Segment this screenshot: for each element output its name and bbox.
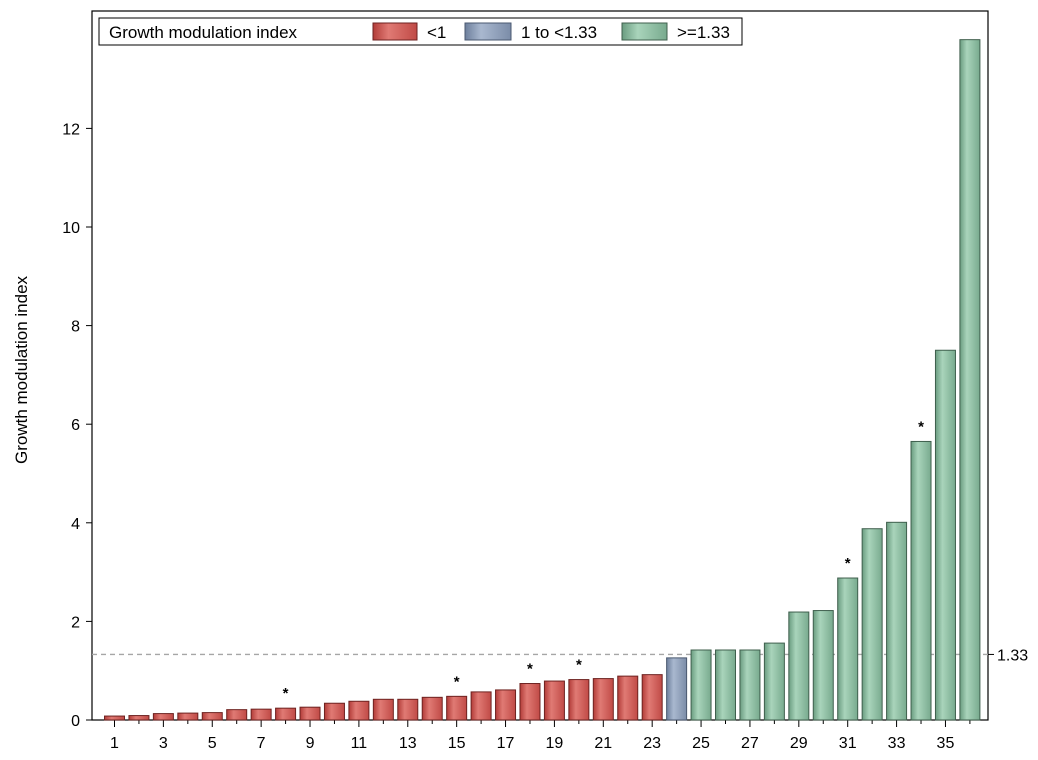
y-tick-label: 8 <box>71 319 80 336</box>
bar-30 <box>812 610 834 721</box>
bar-35 <box>934 349 956 721</box>
x-tick-label: 31 <box>839 735 857 752</box>
legend-entry-label: <1 <box>427 23 446 42</box>
bar-25 <box>690 649 712 721</box>
bar-9 <box>299 706 321 721</box>
y-axis: 0 2 4 6 8 10 12 <box>62 121 92 730</box>
bar-23 <box>641 674 663 721</box>
x-tick-label: 5 <box>208 735 217 752</box>
x-tick-label: 13 <box>399 735 417 752</box>
x-axis: 1 3 5 7 9 11 13 15 17 19 21 23 25 27 29 31 33 35 <box>110 720 971 752</box>
y-tick-label: 6 <box>71 417 80 434</box>
bar-28 <box>763 642 785 721</box>
bar-6 <box>226 709 248 721</box>
star-marker: * <box>918 418 924 435</box>
legend-swatch <box>621 22 668 41</box>
x-tick-label: 17 <box>497 735 515 752</box>
bars <box>104 39 981 721</box>
reference-line: 1.33 <box>92 647 1028 664</box>
bar-16 <box>470 691 492 721</box>
bar-3 <box>152 713 174 721</box>
y-axis-title: Growth modulation index <box>12 275 31 464</box>
star-marker: * <box>845 555 851 572</box>
bar-27 <box>739 649 761 721</box>
bar-11 <box>348 700 370 721</box>
legend: Growth modulation index <1 1 to <1.33 >=1.3… <box>98 17 743 46</box>
bar-29 <box>788 611 810 721</box>
bar-33 <box>886 521 908 721</box>
bar-21 <box>592 678 614 721</box>
x-tick-label: 7 <box>257 735 266 752</box>
bar-15 <box>446 695 468 721</box>
bar-18 <box>519 683 541 721</box>
bar-17 <box>495 689 517 721</box>
bar-20 <box>568 679 590 721</box>
x-tick-label: 15 <box>448 735 466 752</box>
x-tick-label: 25 <box>692 735 710 752</box>
bar-12 <box>372 698 394 721</box>
legend-swatch <box>464 22 512 41</box>
x-tick-label: 1 <box>110 735 119 752</box>
bar-10 <box>323 702 345 721</box>
y-tick-label: 2 <box>71 614 80 631</box>
y-tick-label: 10 <box>62 220 80 237</box>
reference-line-label: 1.33 <box>997 647 1028 664</box>
bar-32 <box>861 528 883 721</box>
bar-19 <box>543 680 565 721</box>
star-marker: * <box>576 657 582 674</box>
bar-34 <box>910 440 932 721</box>
star-marker: * <box>527 661 533 678</box>
x-tick-label: 23 <box>643 735 661 752</box>
bar-8 <box>275 707 297 721</box>
x-tick-label: 3 <box>159 735 168 752</box>
y-tick-label: 12 <box>62 121 80 138</box>
y-tick-label: 0 <box>71 713 80 730</box>
bar-14 <box>421 696 443 721</box>
legend-entry-label: >=1.33 <box>677 23 730 42</box>
x-tick-label: 33 <box>888 735 906 752</box>
x-tick-label: 21 <box>594 735 612 752</box>
bar-2 <box>128 715 150 721</box>
legend-title: Growth modulation index <box>109 23 298 42</box>
star-marker: * <box>454 673 460 690</box>
legend-entry-label: 1 to <1.33 <box>521 23 597 42</box>
significance-markers: * * * * * * <box>283 418 924 702</box>
bar-22 <box>617 675 639 721</box>
star-marker: * <box>283 685 289 702</box>
x-tick-label: 19 <box>546 735 564 752</box>
bar-26 <box>715 649 736 721</box>
legend-swatch <box>372 22 418 41</box>
bar-5 <box>201 712 223 721</box>
bar-1 <box>104 715 125 721</box>
bar-36 <box>959 39 981 721</box>
x-tick-label: 35 <box>937 735 955 752</box>
x-tick-label: 9 <box>306 735 315 752</box>
bar-31 <box>837 577 859 721</box>
bar-4 <box>177 712 199 721</box>
bar-7 <box>250 708 272 721</box>
y-tick-label: 4 <box>71 516 80 533</box>
x-tick-label: 11 <box>351 735 368 752</box>
x-tick-label: 27 <box>741 735 759 752</box>
x-tick-label: 29 <box>790 735 808 752</box>
bar-13 <box>397 698 419 721</box>
bar-24 <box>666 657 688 721</box>
